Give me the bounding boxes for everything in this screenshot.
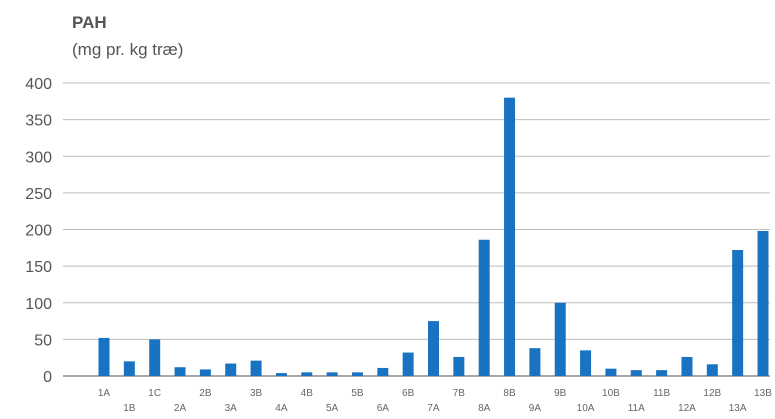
x-tick-label: 4B xyxy=(301,388,314,399)
y-tick-label: 350 xyxy=(25,113,52,130)
grid-lines xyxy=(63,82,770,377)
bar-2b xyxy=(199,369,211,376)
bar-9b xyxy=(554,302,566,376)
bar-5b xyxy=(351,372,363,376)
bar-6a xyxy=(377,367,389,376)
y-tick-label: 300 xyxy=(25,149,52,166)
x-tick-label: 9A xyxy=(529,403,542,414)
x-tick-label: 7A xyxy=(427,403,440,414)
x-tick-label: 7B xyxy=(453,388,466,399)
bar-1b xyxy=(123,361,135,376)
bar-13a xyxy=(732,250,744,376)
x-tick-label: 11A xyxy=(628,403,645,414)
bar-12a xyxy=(681,356,693,376)
bar-1a xyxy=(98,337,110,376)
bar-4b xyxy=(301,372,313,376)
bar-7a xyxy=(428,321,439,376)
y-tick-label: 250 xyxy=(25,186,52,203)
x-tick-label: 6A xyxy=(377,403,390,414)
x-tick-label: 1C xyxy=(148,388,161,399)
x-tick-label: 13B xyxy=(754,388,772,399)
x-tick-label: 12B xyxy=(703,388,721,399)
x-tick-label: 2A xyxy=(174,403,187,414)
x-tick-label: 5A xyxy=(326,403,339,414)
bar-1c xyxy=(149,339,161,376)
bar-10a xyxy=(580,350,592,376)
x-tick-label: 5B xyxy=(351,388,364,399)
bar-4a xyxy=(275,373,287,376)
x-tick-label: 10B xyxy=(602,388,620,399)
chart-title: PAH xyxy=(72,13,107,32)
y-tick-label: 50 xyxy=(34,332,52,349)
x-tick-label: 1A xyxy=(98,388,111,399)
bar-8b xyxy=(504,97,516,377)
y-tick-label: 0 xyxy=(43,369,52,386)
bar-12b xyxy=(706,364,718,376)
x-tick-label: 9B xyxy=(554,388,567,399)
bar-8a xyxy=(478,239,490,376)
x-tick-label: 8A xyxy=(478,403,491,414)
x-tick-label: 8B xyxy=(503,388,516,399)
x-tick-label: 2B xyxy=(199,388,212,399)
y-tick-label: 200 xyxy=(25,223,52,240)
bar-3a xyxy=(225,363,237,376)
bar-2a xyxy=(174,367,186,376)
bars xyxy=(98,97,769,377)
x-tick-label: 3B xyxy=(250,388,263,399)
y-tick-label: 150 xyxy=(25,259,52,276)
x-tick-label: 3A xyxy=(225,403,238,414)
bar-9a xyxy=(529,348,541,376)
y-tick-label: 100 xyxy=(25,296,52,313)
x-tick-label: 6B xyxy=(402,388,415,399)
bar-11a xyxy=(630,370,642,376)
x-tick-label: 11B xyxy=(653,388,670,399)
x-tick-label: 10A xyxy=(577,403,595,414)
bar-6b xyxy=(402,352,414,376)
bar-5a xyxy=(326,372,338,376)
x-tick-label: 4A xyxy=(275,403,288,414)
bar-10b xyxy=(605,368,617,376)
x-tick-label: 1B xyxy=(123,403,136,414)
bar-3b xyxy=(250,360,262,376)
bar-13b xyxy=(757,230,769,376)
y-tick-label: 400 xyxy=(25,76,52,93)
x-tick-labels: 1A 1B 1C 2A 2B 3A 3B 4A 4B 5A 5B 6A 6B 7A 7B 8A 8B 9A 9B 10… xyxy=(98,388,772,414)
x-tick-label: 13A xyxy=(729,403,747,414)
bar-11b xyxy=(656,370,668,376)
bar-7b xyxy=(453,356,465,376)
y-axis-label: (mg pr. kg træ) xyxy=(72,40,184,59)
y-tick-labels: 0 50 100 150 200 250 300 350 400 xyxy=(25,76,52,386)
x-tick-label: 12A xyxy=(678,403,696,414)
